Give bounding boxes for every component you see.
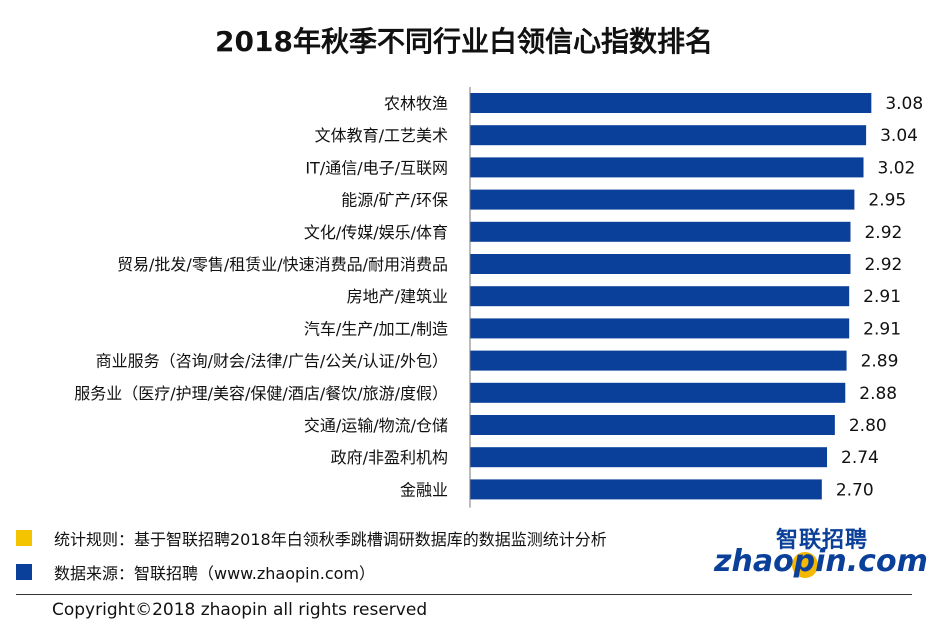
- bar: [470, 350, 847, 371]
- zhaopin-logo: 智联招聘 zhaopin.com: [710, 522, 928, 586]
- note-rule: 统计规则：基于智联招聘2018年白领秋季跳槽调研数据库的数据监测统计分析: [16, 524, 607, 552]
- bar: [470, 254, 851, 274]
- bar: [470, 318, 850, 339]
- bar: [470, 479, 822, 500]
- category-label: 能源/矿产/环保: [341, 191, 448, 210]
- value-label: 2.88: [859, 384, 897, 404]
- value-label: 2.92: [864, 223, 902, 243]
- value-label: 3.02: [878, 158, 916, 178]
- bar: [470, 125, 867, 146]
- bar: [470, 447, 828, 468]
- note-rule-text: 统计规则：基于智联招聘2018年白领秋季跳槽调研数据库的数据监测统计分析: [54, 530, 607, 549]
- category-label: 政府/非盈利机构: [331, 448, 448, 467]
- logo-dot-icon: [792, 552, 818, 578]
- copyright-text: Copyright©2018 zhaopin all rights reserv…: [52, 600, 428, 620]
- value-label: 2.92: [864, 255, 902, 275]
- value-label: 3.08: [885, 94, 923, 114]
- chart-title: 2018年秋季不同行业白领信心指数排名: [215, 25, 713, 58]
- note-source: 数据来源：智联招聘（www.zhaopin.com）: [16, 558, 607, 586]
- category-label: 服务业（医疗/护理/美容/保健/酒店/餐饮/旅游/度假）: [74, 384, 448, 403]
- value-label: 2.74: [841, 448, 879, 468]
- bar-chart: 农林牧渔 3.08 文体教育/工艺美术 3.04 IT/通信/电子/互联网 3.02 能源/…: [74, 87, 923, 508]
- bar: [470, 189, 855, 210]
- category-label: 商业服务（咨询/财会/法律/广告/公关/认证/外包）: [96, 352, 448, 371]
- bar: [470, 221, 851, 242]
- footer-divider: [16, 594, 912, 595]
- category-label: 金融业: [400, 480, 448, 499]
- value-label: 2.95: [868, 191, 906, 211]
- note-source-text: 数据来源：智联招聘（www.zhaopin.com）: [54, 564, 376, 583]
- category-label: 文化/传媒/娱乐/体育: [304, 223, 448, 242]
- category-label: IT/通信/电子/互联网: [305, 158, 448, 177]
- bar: [470, 157, 864, 178]
- bar: [470, 382, 846, 403]
- bar: [470, 93, 872, 113]
- bar: [470, 286, 850, 307]
- bar: [470, 415, 835, 435]
- category-label: 贸易/批发/零售/租赁业/快速消费品/耐用消费品: [117, 255, 448, 274]
- value-label: 2.91: [863, 287, 901, 307]
- logo-en-text: zhaopin.com: [714, 544, 928, 579]
- value-label: 2.89: [861, 352, 899, 372]
- value-label: 2.70: [836, 480, 874, 500]
- category-label: 汽车/生产/加工/制造: [304, 319, 448, 338]
- value-label: 3.04: [880, 126, 918, 146]
- logo-cn-text: 智联招聘: [775, 528, 868, 553]
- blue-square-icon: [16, 564, 32, 580]
- category-label: 文体教育/工艺美术: [315, 126, 448, 145]
- yellow-square-icon: [16, 530, 32, 546]
- category-label: 房地产/建筑业: [347, 287, 448, 306]
- value-label: 2.91: [863, 319, 901, 339]
- category-label: 交通/运输/物流/仓储: [304, 416, 448, 435]
- value-label: 2.80: [849, 416, 887, 436]
- notes: 统计规则：基于智联招聘2018年白领秋季跳槽调研数据库的数据监测统计分析 数据来…: [16, 524, 607, 592]
- category-label: 农林牧渔: [384, 94, 448, 113]
